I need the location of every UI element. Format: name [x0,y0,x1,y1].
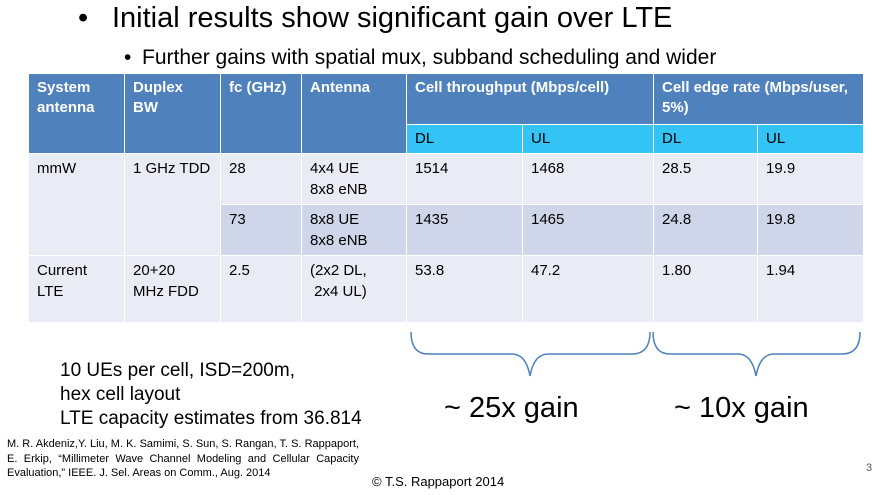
header-antenna: Antenna [301,73,407,154]
table-header-row: System antenna Duplex BW fc (GHz) Antenn… [28,73,865,154]
cell-throughput-ul: 47.2 [522,255,654,323]
bullet-sub-text: Further gains with spatial mux, subband … [142,46,717,69]
cell-throughput-ul: 1468 [522,153,654,205]
table-subheader-row: DL UL DL UL [29,124,865,154]
table-row: Current LTE 20+20 MHz FDD 2.5 (2x2 DL, 2x4… [28,255,865,323]
cell-antenna-line: 8x8 UE [310,211,360,228]
cell-duplex-line: MHz FDD [133,283,199,300]
cell-antenna: 8x8 UE 8x8 eNB [301,204,407,256]
cell-fc: 28 [220,153,302,205]
cell-antenna-line: 2x4 UL) [310,283,367,300]
cell-antenna: (2x2 DL, 2x4 UL) [301,255,407,323]
cell-system: Current LTE [28,255,125,323]
table-row: mmW 1 GHz TDD 28 4x4 UE 8x8 eNB 1514 1468… [28,153,865,256]
cell-duplex-line: 20+20 [133,262,176,279]
page-number: 3 [866,462,872,474]
cell-duplex: 20+20 MHz FDD [124,255,221,323]
cell-throughput-ul: 1465 [522,204,654,256]
simulation-notes: 10 UEs per cell, ISD=200m, hex cell layo… [60,359,362,431]
cell-system-line: LTE [37,283,64,300]
cell-antenna-line: 4x4 UE [310,160,360,177]
citation: M. R. Akdeniz,Y. Liu, M. K. Samimi, S. S… [7,438,359,479]
subheader-throughput-dl: DL [406,124,523,154]
cell-edge-dl: 1.80 [653,255,758,323]
cell-antenna-line: 8x8 eNB [310,181,368,198]
header-duplex-bw: Duplex BW [124,73,221,154]
edge-rate-brace-icon [652,331,861,377]
bullet-marker: • [124,46,132,69]
cell-system-line: Current [37,262,88,279]
cell-throughput-dl: 1514 [406,153,523,205]
cell-system: mmW [28,153,125,256]
results-table: System antenna Duplex BW fc (GHz) Antenn… [28,73,865,323]
header-fc: fc (GHz) [220,73,302,154]
bullet-marker: • [78,2,89,34]
cell-antenna-line: (2x2 DL, [310,262,367,279]
subheader-throughput-ul: UL [522,124,654,154]
cell-duplex: 1 GHz TDD [124,153,221,256]
edge-rate-gain-label: ~ 10x gain [674,392,809,424]
header-cell-throughput: Cell throughput (Mbps/cell) [406,73,654,125]
cell-antenna-line: 8x8 eNB [310,232,368,249]
cell-antenna: 4x4 UE 8x8 eNB [301,153,407,205]
header-system-antenna: System antenna [28,73,125,154]
cell-edge-dl: 28.5 [653,153,758,205]
cell-edge-ul: 19.8 [756,204,865,256]
note-line: hex cell layout [60,384,181,405]
cell-edge-dl: 24.8 [653,204,758,256]
cell-edge-ul: 19.9 [756,153,865,205]
cell-fc: 2.5 [220,255,302,323]
bullet-main-text: Initial results show significant gain ov… [112,2,673,34]
cell-throughput-dl: 1435 [406,204,523,256]
subheader-edge-ul: UL [756,124,865,154]
throughput-gain-label: ~ 25x gain [444,392,579,424]
subheader-edge-dl: DL [653,124,758,154]
throughput-brace-icon [410,331,651,377]
cell-edge-ul: 1.94 [756,255,865,323]
cell-fc: 73 [220,204,302,256]
header-cell-edge-rate: Cell edge rate (Mbps/user, 5%) [652,73,865,125]
table-row: 73 8x8 UE 8x8 eNB 1435 1465 24.8 19.8 [29,204,865,256]
note-line: 10 UEs per cell, ISD=200m, [60,360,295,381]
copyright: © T.S. Rappaport 2014 [372,474,505,489]
cell-throughput-dl: 53.8 [406,255,523,323]
bullet-main: • Initial results show significant gain o… [78,2,672,35]
note-line: LTE capacity estimates from 36.814 [60,408,362,429]
bullet-sub: • Further gains with spatial mux, subband… [124,46,716,70]
